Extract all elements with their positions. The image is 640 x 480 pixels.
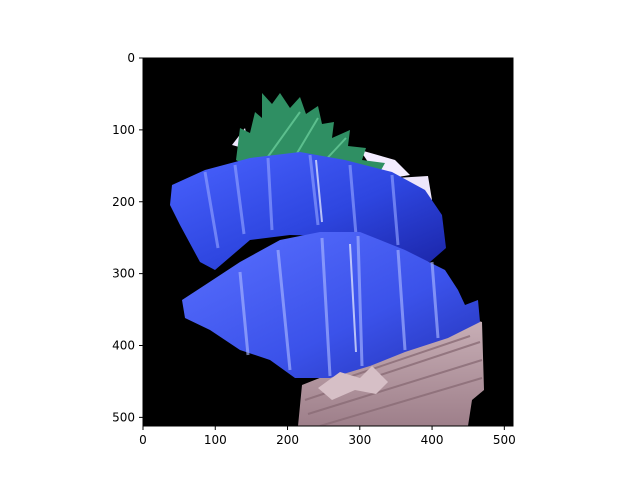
x-tick-label: 0 <box>139 433 147 447</box>
y-tick-label: 0 <box>127 51 135 65</box>
x-axis: 0 100 200 300 400 500 <box>139 426 516 447</box>
y-tick-label: 100 <box>112 123 135 137</box>
x-tick-label: 300 <box>348 433 371 447</box>
sashimi-stripes-top <box>203 154 400 249</box>
y-tick-label: 400 <box>112 339 135 353</box>
x-tick-label: 500 <box>493 433 516 447</box>
sashimi-stripes-bottom <box>238 235 440 377</box>
chopstick-rest <box>318 366 388 400</box>
board-grain <box>304 335 483 426</box>
y-axis: 0 100 200 300 400 500 <box>112 51 143 424</box>
y-tick-label: 200 <box>112 195 135 209</box>
y-tick-label: 300 <box>112 267 135 281</box>
image-area <box>143 58 513 426</box>
x-tick-label: 400 <box>421 433 444 447</box>
sashimi-highlight <box>315 159 357 353</box>
y-tick-label: 500 <box>112 410 135 424</box>
x-tick-label: 100 <box>204 433 227 447</box>
x-tick-label: 200 <box>276 433 299 447</box>
axes-frame <box>142 57 514 427</box>
mask-patch <box>360 150 410 180</box>
